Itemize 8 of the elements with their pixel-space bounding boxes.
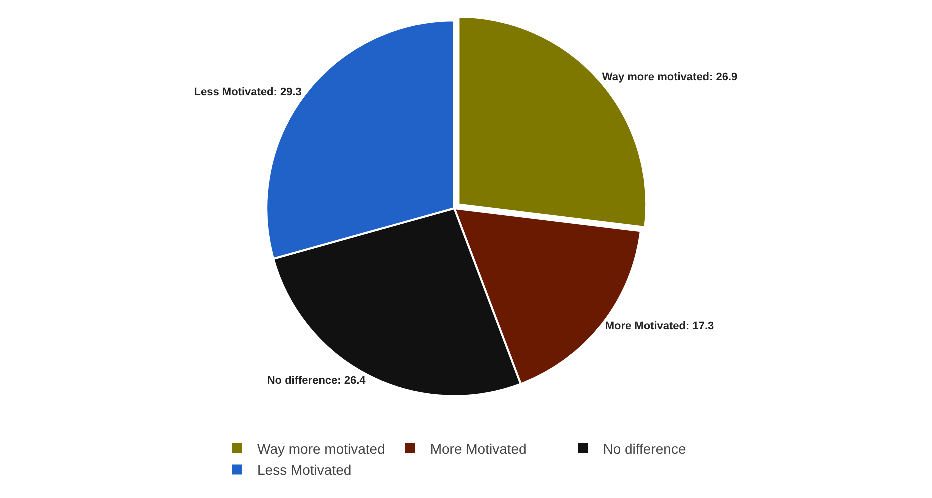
data-label: No difference: 26.4: [267, 374, 367, 387]
data-label: More Motivated: 17.3: [605, 320, 714, 333]
legend-label: No difference: [603, 441, 686, 458]
legend-label: Less Motivated: [258, 462, 352, 478]
legend-label: More Motivated: [430, 441, 527, 458]
data-label: Less Motivated: 29.3: [194, 86, 302, 99]
data-label: Way more motivated: 26.9: [602, 72, 738, 84]
legend-label: Way more motivated: [258, 441, 386, 458]
